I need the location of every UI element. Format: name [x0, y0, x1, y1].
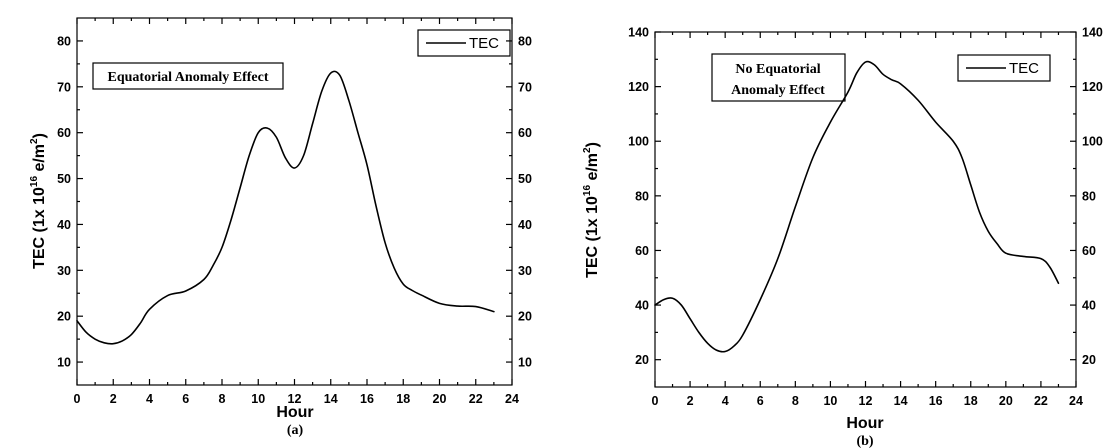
x-tick-label: 4 [146, 392, 153, 406]
y-tick-label: 70 [57, 80, 71, 94]
x-axis-title: Hour [276, 404, 313, 421]
y-tick-label-right: 30 [518, 264, 532, 278]
y-tick-label: 80 [635, 189, 649, 203]
annotation-text: Equatorial Anomaly Effect [108, 70, 269, 85]
x-tick-label: 20 [999, 394, 1013, 408]
y-ticks: 10 10 20 20 30 30 40 40 50 50 60 60 70 70 80 80 [57, 34, 532, 369]
y-tick-label: 60 [635, 244, 649, 258]
x-tick-label: 6 [757, 394, 764, 408]
x-tick-label: 8 [219, 392, 226, 406]
panel-label: (b) [856, 434, 873, 448]
y-tick-label-right: 80 [518, 34, 532, 48]
x-tick-label: 12 [288, 392, 302, 406]
y-tick-label: 40 [635, 299, 649, 313]
x-tick-label: 20 [433, 392, 447, 406]
legend-box [417, 29, 511, 57]
annotation-box: Equatorial Anomaly Effect [92, 62, 284, 90]
x-axis-title: Hour [846, 415, 883, 432]
y-tick-label: 80 [57, 34, 71, 48]
y-tick-label-right: 100 [1082, 135, 1103, 149]
panel-label: (a) [287, 423, 304, 438]
y-tick-label: 60 [57, 126, 71, 140]
annotation-frame [711, 53, 846, 102]
legend-box [957, 54, 1051, 82]
x-ticks: 0 2 4 6 8 10 12 14 16 18 20 22 24 [74, 18, 519, 406]
x-tick-label: 14 [324, 392, 338, 406]
legend-label: TEC [1009, 60, 1039, 77]
x-tick-label: 24 [505, 392, 519, 406]
x-tick-label: 6 [182, 392, 189, 406]
x-tick-label: 2 [687, 394, 694, 408]
y-tick-label-right: 20 [1082, 353, 1096, 367]
tec-series-line [76, 70, 495, 345]
y-ticks: 20 20 40 40 60 60 80 80 100 100 120 120 140 140 [628, 26, 1103, 368]
annotation-line-2: Anomaly Effect [731, 83, 825, 98]
y-tick-label-right: 60 [1082, 244, 1096, 258]
y-tick-label-right: 60 [518, 126, 532, 140]
legend: TEC [957, 54, 1051, 82]
x-tick-label: 14 [894, 394, 908, 408]
y-axis-title: TEC (1x 1016 e/m2) [582, 142, 601, 278]
x-tick-label: 24 [1069, 394, 1083, 408]
x-tick-label: 22 [469, 392, 483, 406]
y-tick-label-right: 80 [1082, 189, 1096, 203]
x-tick-label: 18 [964, 394, 978, 408]
y-tick-label: 20 [635, 353, 649, 367]
y-tick-label: 40 [57, 218, 71, 232]
y-tick-label: 10 [57, 356, 71, 370]
y-tick-label-right: 40 [1082, 299, 1096, 313]
y-tick-label-right: 50 [518, 172, 532, 186]
x-tick-label: 12 [859, 394, 873, 408]
y-tick-label-right: 20 [518, 310, 532, 324]
annotation-box: No Equatorial Anomaly Effect [711, 53, 846, 102]
y-tick-label: 140 [628, 26, 649, 40]
legend: TEC [417, 29, 511, 57]
y-axis-title: TEC (1x 1016 e/m2) [29, 133, 48, 269]
x-tick-label: 10 [251, 392, 265, 406]
y-tick-label-right: 70 [518, 80, 532, 94]
x-ticks: 0 2 4 6 8 10 12 14 16 18 20 22 24 [652, 32, 1083, 408]
x-tick-label: 2 [110, 392, 117, 406]
annotation-line-1: No Equatorial [735, 62, 820, 77]
x-tick-label: 18 [396, 392, 410, 406]
tec-series-line [654, 60, 1060, 353]
x-tick-label: 0 [74, 392, 81, 406]
x-tick-label: 16 [929, 394, 943, 408]
annotation-frame [92, 62, 284, 90]
y-tick-label-right: 120 [1082, 80, 1103, 94]
y-tick-label-right: 10 [518, 356, 532, 370]
y-tick-label: 100 [628, 135, 649, 149]
x-tick-label: 4 [722, 394, 729, 408]
y-tick-label: 20 [57, 310, 71, 324]
x-tick-label: 10 [823, 394, 837, 408]
y-tick-label: 50 [57, 172, 71, 186]
y-tick-label: 30 [57, 264, 71, 278]
x-tick-label: 22 [1034, 394, 1048, 408]
x-tick-label: 8 [792, 394, 799, 408]
plot-frame [654, 31, 1077, 388]
legend-label: TEC [469, 35, 499, 52]
y-tick-label-right: 40 [518, 218, 532, 232]
y-tick-label: 120 [628, 80, 649, 94]
x-tick-label: 16 [360, 392, 374, 406]
x-tick-label: 0 [652, 394, 659, 408]
y-tick-label-right: 140 [1082, 26, 1103, 40]
